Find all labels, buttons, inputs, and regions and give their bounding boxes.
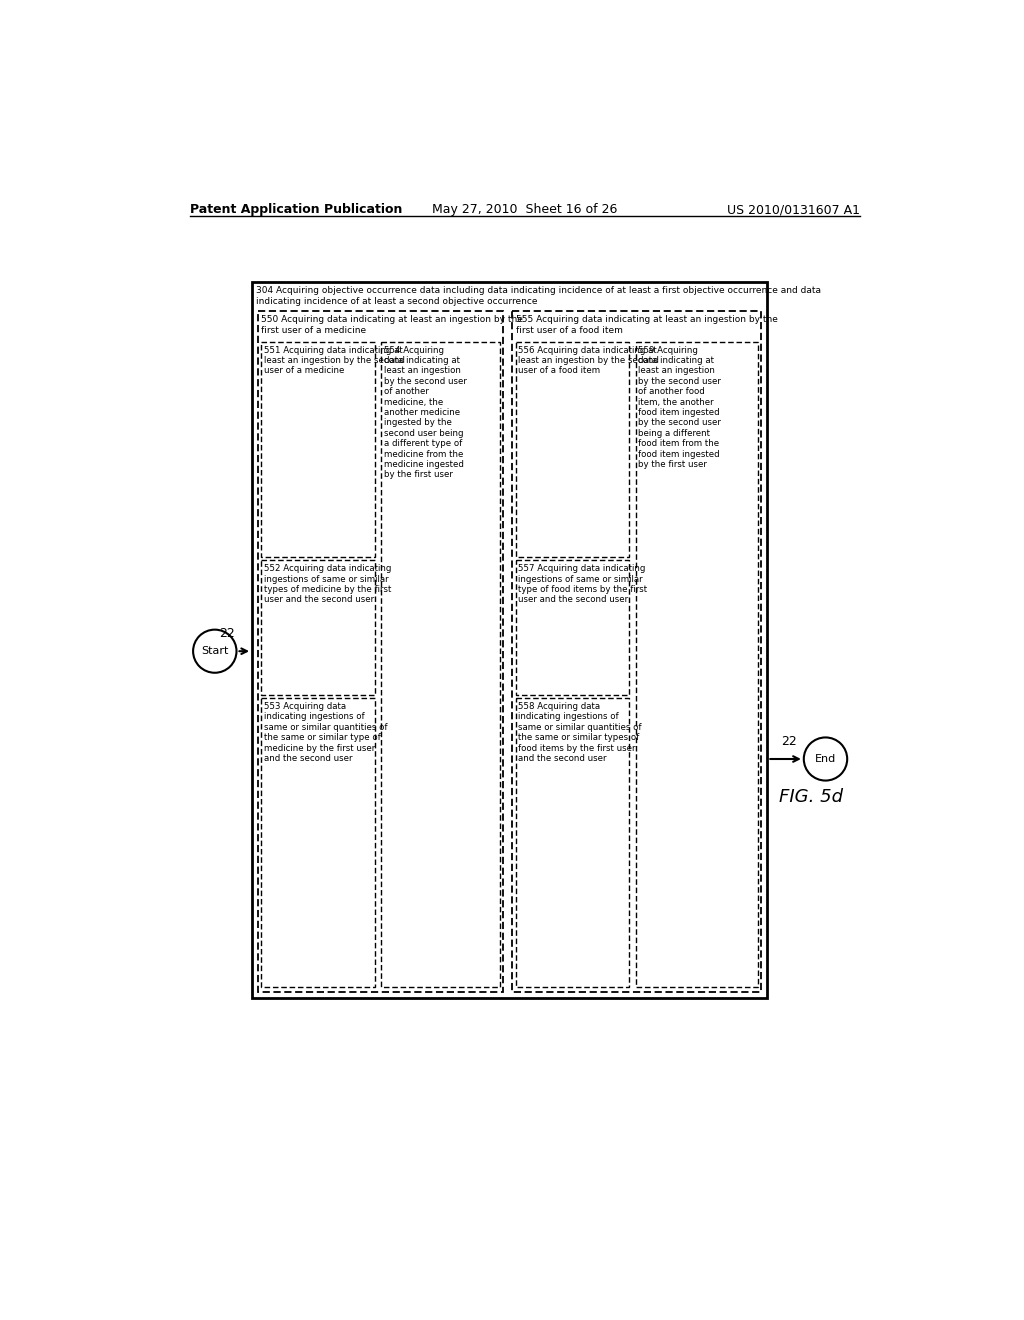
Text: 552 Acquiring data indicating
ingestions of same or similar
types of medicine by: 552 Acquiring data indicating ingestions… (263, 564, 391, 605)
Bar (261, 560, 375, 696)
Bar (261, 698, 375, 987)
Text: indicating incidence of at least a second objective occurrence: indicating incidence of at least a secon… (256, 297, 538, 306)
Bar (515, 342, 630, 557)
Bar (261, 342, 375, 557)
Text: US 2010/0131607 A1: US 2010/0131607 A1 (727, 203, 860, 216)
Text: Patent Application Publication: Patent Application Publication (190, 203, 402, 216)
Text: 304 Acquiring objective occurrence data including data indicating incidence of a: 304 Acquiring objective occurrence data … (256, 286, 821, 296)
Text: 551 Acquiring data indicating at
least an ingestion by the second
user of a medi: 551 Acquiring data indicating at least a… (263, 346, 404, 375)
Bar (636, 342, 758, 987)
Bar (515, 560, 630, 696)
Circle shape (194, 630, 237, 673)
Text: 22: 22 (781, 735, 797, 748)
Text: 555 Acquiring data indicating at least an ingestion by the
first user of a food : 555 Acquiring data indicating at least a… (515, 315, 777, 335)
Bar (512, 312, 761, 991)
Text: 550 Acquiring data indicating at least an ingestion by the
first user of a medic: 550 Acquiring data indicating at least a… (261, 315, 523, 335)
Bar (258, 312, 503, 991)
Text: End: End (815, 754, 837, 764)
Text: FIG. 5d: FIG. 5d (779, 788, 843, 807)
Text: Start: Start (201, 647, 228, 656)
Bar (252, 281, 767, 998)
Text: 22: 22 (219, 627, 236, 640)
Bar (381, 342, 500, 987)
Text: May 27, 2010  Sheet 16 of 26: May 27, 2010 Sheet 16 of 26 (432, 203, 617, 216)
Bar (515, 698, 630, 987)
Text: 556 Acquiring data indicating at
least an ingestion by the second
user of a food: 556 Acquiring data indicating at least a… (518, 346, 658, 375)
Text: 559 Acquiring
data indicating at
least an ingestion
by the second user
of anothe: 559 Acquiring data indicating at least a… (638, 346, 721, 469)
Text: 553 Acquiring data
indicating ingestions of
same or similar quantities of
the sa: 553 Acquiring data indicating ingestions… (263, 702, 387, 763)
Circle shape (804, 738, 847, 780)
Text: 554 Acquiring
data indicating at
least an ingestion
by the second user
of anothe: 554 Acquiring data indicating at least a… (384, 346, 467, 479)
Text: 557 Acquiring data indicating
ingestions of same or similar
type of food items b: 557 Acquiring data indicating ingestions… (518, 564, 647, 605)
Text: 558 Acquiring data
indicating ingestions of
same or similar quantities of
the sa: 558 Acquiring data indicating ingestions… (518, 702, 641, 763)
